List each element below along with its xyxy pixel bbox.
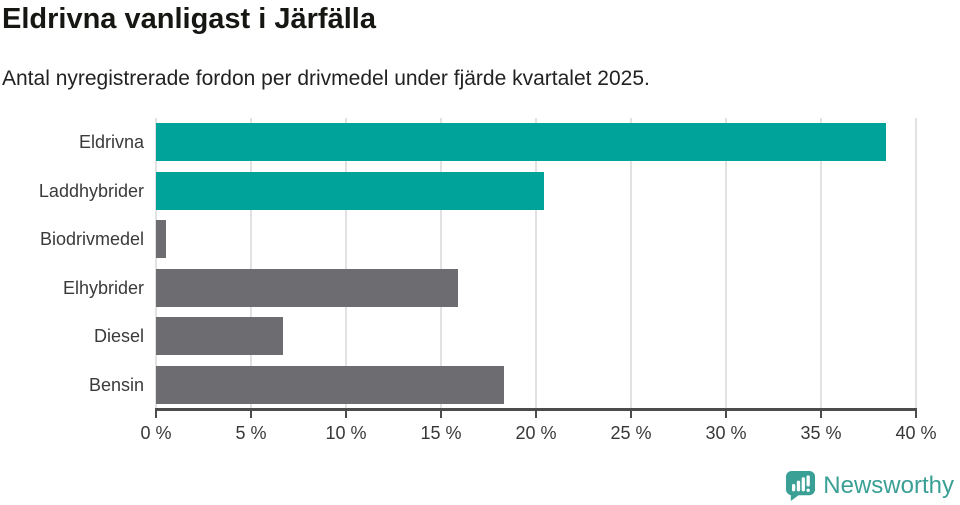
tick-mark [915, 411, 917, 418]
chart-subtitle: Antal nyregistrerade fordon per drivmede… [2, 67, 650, 90]
newsworthy-logo-text: Newsworthy [823, 471, 954, 499]
tick-label: 40 % [895, 423, 937, 443]
tick-mark [725, 411, 727, 418]
newsworthy-logo: Newsworthy [785, 470, 954, 501]
bar-laddhybrider [156, 171, 544, 210]
category-label: Biodrivmedel [39, 229, 144, 250]
category-label: Bensin [88, 374, 144, 395]
chart-title: Eldrivna vanligast i Järfälla [2, 3, 376, 35]
bar-eldrivna [156, 123, 886, 162]
bar-bensin [156, 365, 504, 404]
tick-mark [250, 411, 252, 418]
plot-area [155, 118, 917, 409]
category-label: Diesel [93, 326, 144, 347]
tick-label: 10 % [325, 423, 367, 443]
tick-mark [820, 411, 822, 418]
bar-elhybrider [156, 268, 459, 307]
newsworthy-logo-icon [786, 470, 816, 501]
gridline [725, 118, 727, 409]
tick-label: 30 % [705, 423, 747, 443]
bar-biodrivmedel [156, 220, 166, 259]
tick-label: 15 % [420, 423, 462, 443]
bar-diesel [156, 317, 284, 356]
gridline [250, 118, 252, 409]
tick-label: 5 % [235, 423, 267, 443]
gridline [155, 118, 157, 409]
tick-label: 20 % [515, 423, 557, 443]
tick-label: 25 % [610, 423, 652, 443]
category-label: Elhybrider [62, 277, 144, 298]
tick-mark [345, 411, 347, 418]
gridline [915, 118, 917, 409]
gridline [535, 118, 537, 409]
tick-mark [535, 411, 537, 418]
tick-mark [630, 411, 632, 418]
gridline [820, 118, 822, 409]
tick-label: 0 % [140, 423, 172, 443]
gridline [345, 118, 347, 409]
x-axis-line [155, 408, 917, 411]
category-label: Laddhybrider [38, 180, 144, 201]
tick-mark [440, 411, 442, 418]
tick-label: 35 % [800, 423, 842, 443]
gridline [440, 118, 442, 409]
tick-mark [155, 411, 157, 418]
gridline [630, 118, 632, 409]
category-label: Eldrivna [78, 132, 144, 153]
